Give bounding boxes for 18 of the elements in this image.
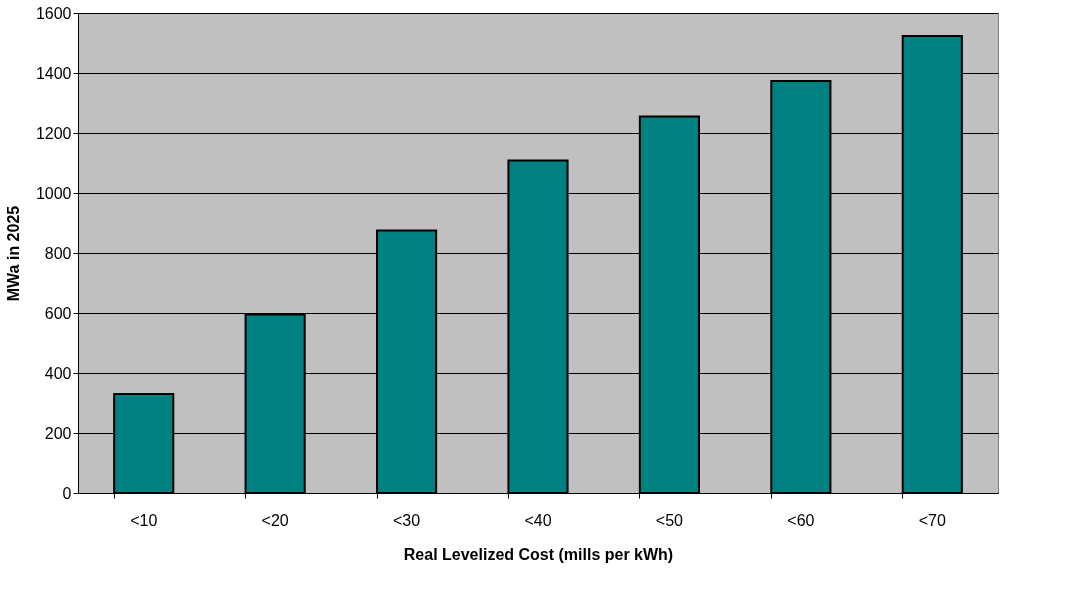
y-tick-label: 0 (62, 484, 72, 502)
y-tick-label: 400 (44, 364, 72, 382)
y-axis-title: MWa in 2025 (4, 205, 22, 302)
x-tick-label: <40 (524, 511, 552, 529)
y-tick-label: 1200 (35, 124, 72, 142)
y-tick-label: 200 (44, 424, 72, 442)
y-tick-label: 1000 (35, 184, 72, 202)
x-tick-label: <50 (655, 511, 684, 529)
y-tick-label: 1600 (35, 4, 72, 22)
y-tick-label: 1400 (35, 64, 72, 82)
x-tick-label: <60 (787, 511, 815, 529)
y-tick-label: 800 (44, 244, 72, 262)
x-tick-label: <30 (393, 511, 421, 529)
y-tick-label: 600 (44, 304, 72, 322)
x-tick-label: <70 (918, 511, 946, 529)
x-tick-label: <10 (130, 511, 158, 529)
x-tick-label: <20 (261, 511, 289, 529)
x-axis-title: Real Levelized Cost (mills per kWh) (403, 545, 674, 563)
